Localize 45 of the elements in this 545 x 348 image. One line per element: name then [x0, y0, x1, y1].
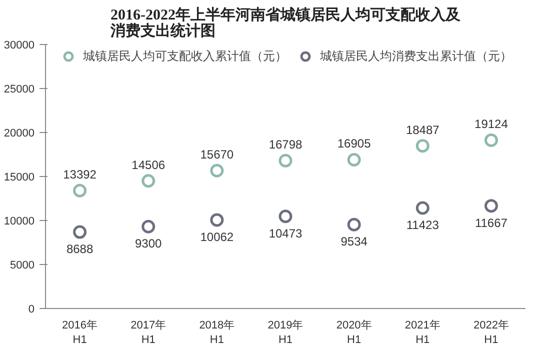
- legend-label: 城镇居民人均可支配收入累计值（元）: [83, 48, 287, 64]
- data-label: 15670: [200, 148, 234, 162]
- point: [416, 139, 430, 153]
- data-label: 9534: [340, 234, 368, 249]
- y-tick-label: 10000: [4, 216, 35, 228]
- y-tick-label: 15000: [4, 172, 35, 184]
- y-tick-label: 20000: [4, 128, 35, 140]
- x-tick-label: 2016年 H1: [62, 320, 98, 346]
- data-label: 10062: [200, 230, 234, 244]
- data-label: 13392: [63, 168, 97, 182]
- data-label: 11423: [406, 218, 440, 232]
- y-tick-label: 0: [28, 304, 35, 316]
- point: [278, 210, 292, 224]
- x-tick-label: 2021年 H1: [404, 320, 440, 346]
- data-label: 10473: [268, 226, 303, 240]
- point: [210, 213, 224, 227]
- x-tick-label: 2019年 H1: [268, 320, 304, 346]
- point: [73, 184, 87, 198]
- data-label: 18487: [406, 122, 440, 137]
- x-tick-label: 2018年 H1: [199, 320, 235, 346]
- point: [73, 225, 87, 239]
- x-tick-label: 2020年 H1: [336, 320, 372, 346]
- x-tick-label: 2022年 H1: [473, 320, 509, 346]
- y-tick-label: 30000: [4, 40, 35, 52]
- chart-title: 2016-2022年上半年河南省城镇居民人均可支配收入及消费支出统计图: [110, 6, 462, 40]
- data-label: 8688: [66, 242, 94, 256]
- point: [347, 218, 361, 232]
- point: [484, 199, 498, 213]
- data-label: 16798: [268, 138, 303, 152]
- point: [210, 164, 224, 178]
- y-tick-label: 25000: [4, 84, 35, 96]
- x-tick-label: 2017年 H1: [130, 320, 166, 346]
- point: [416, 201, 430, 215]
- point: [278, 154, 292, 168]
- y-tick-label: 5000: [10, 260, 35, 272]
- data-label: 19124: [474, 117, 508, 132]
- point: [484, 133, 498, 147]
- legend-label: 城镇居民人均消费支出累计值（元）: [320, 48, 512, 64]
- point: [142, 174, 156, 188]
- data-label: 14506: [132, 158, 166, 172]
- data-label: 11667: [474, 216, 508, 230]
- point: [347, 152, 361, 166]
- data-label: 9300: [135, 236, 162, 251]
- point: [142, 220, 156, 234]
- data-label: 16905: [337, 136, 372, 151]
